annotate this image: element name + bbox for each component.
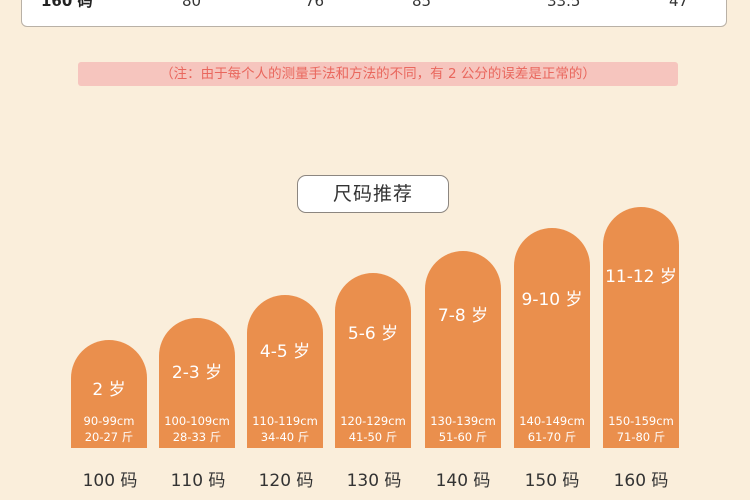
age-label: 7-8 岁: [437, 306, 489, 326]
height-range: 90-99cm: [83, 414, 135, 428]
weight-range: 34-40 斤: [260, 430, 310, 444]
age-label: 4-5 岁: [259, 342, 311, 362]
size-card-160[interactable]: 11-12 岁 150-159cm 71-80 斤: [603, 207, 679, 448]
size-cell: 160 码: [41, 0, 93, 10]
size-recommend-button[interactable]: 尺码推荐: [297, 175, 449, 213]
height-range: 100-109cm: [164, 414, 230, 428]
age-label: 5-6 岁: [347, 324, 399, 344]
size-label: 140 码: [435, 471, 491, 491]
value-cell: 80: [182, 0, 202, 10]
height-range: 150-159cm: [608, 414, 674, 428]
weight-range: 41-50 斤: [348, 430, 398, 444]
value-cell: 47: [669, 0, 689, 10]
weight-range: 20-27 斤: [84, 430, 134, 444]
size-card-110[interactable]: 2-3 岁 100-109cm 28-33 斤: [159, 318, 235, 448]
weight-range: 28-33 斤: [172, 430, 222, 444]
height-range: 140-149cm: [519, 414, 585, 428]
size-card-100[interactable]: 2 岁 90-99cm 20-27 斤: [71, 340, 147, 448]
height-range: 120-129cm: [340, 414, 406, 428]
height-range: 110-119cm: [252, 414, 318, 428]
size-label: 160 码: [613, 471, 669, 491]
weight-range: 61-70 斤: [527, 430, 577, 444]
height-range: 130-139cm: [430, 414, 496, 428]
size-label: 120 码: [258, 471, 314, 491]
size-card-150[interactable]: 9-10 岁 140-149cm 61-70 斤: [514, 228, 590, 448]
size-label: 110 码: [170, 471, 226, 491]
weight-range: 51-60 斤: [438, 430, 488, 444]
size-card-120[interactable]: 4-5 岁 110-119cm 34-40 斤: [247, 295, 323, 448]
value-cell: 76: [305, 0, 325, 10]
size-card-140[interactable]: 7-8 岁 130-139cm 51-60 斤: [425, 251, 501, 448]
size-label: 150 码: [524, 471, 580, 491]
age-label: 11-12 岁: [605, 267, 677, 287]
age-label: 2 岁: [92, 380, 126, 400]
value-cell: 33.5: [547, 0, 581, 10]
size-label: 130 码: [346, 471, 402, 491]
size-card-130[interactable]: 5-6 岁 120-129cm 41-50 斤: [335, 273, 411, 448]
size-table: 160 码 80 76 85 33.5 47: [21, 0, 727, 27]
age-label: 2-3 岁: [171, 363, 223, 383]
age-label: 9-10 岁: [521, 290, 583, 310]
weight-range: 71-80 斤: [616, 430, 666, 444]
value-cell: 85: [412, 0, 432, 10]
size-label: 100 码: [82, 471, 138, 491]
measurement-note: （注：由于每个人的测量手法和方法的不同，有 2 公分的误差是正常的）: [78, 62, 678, 86]
